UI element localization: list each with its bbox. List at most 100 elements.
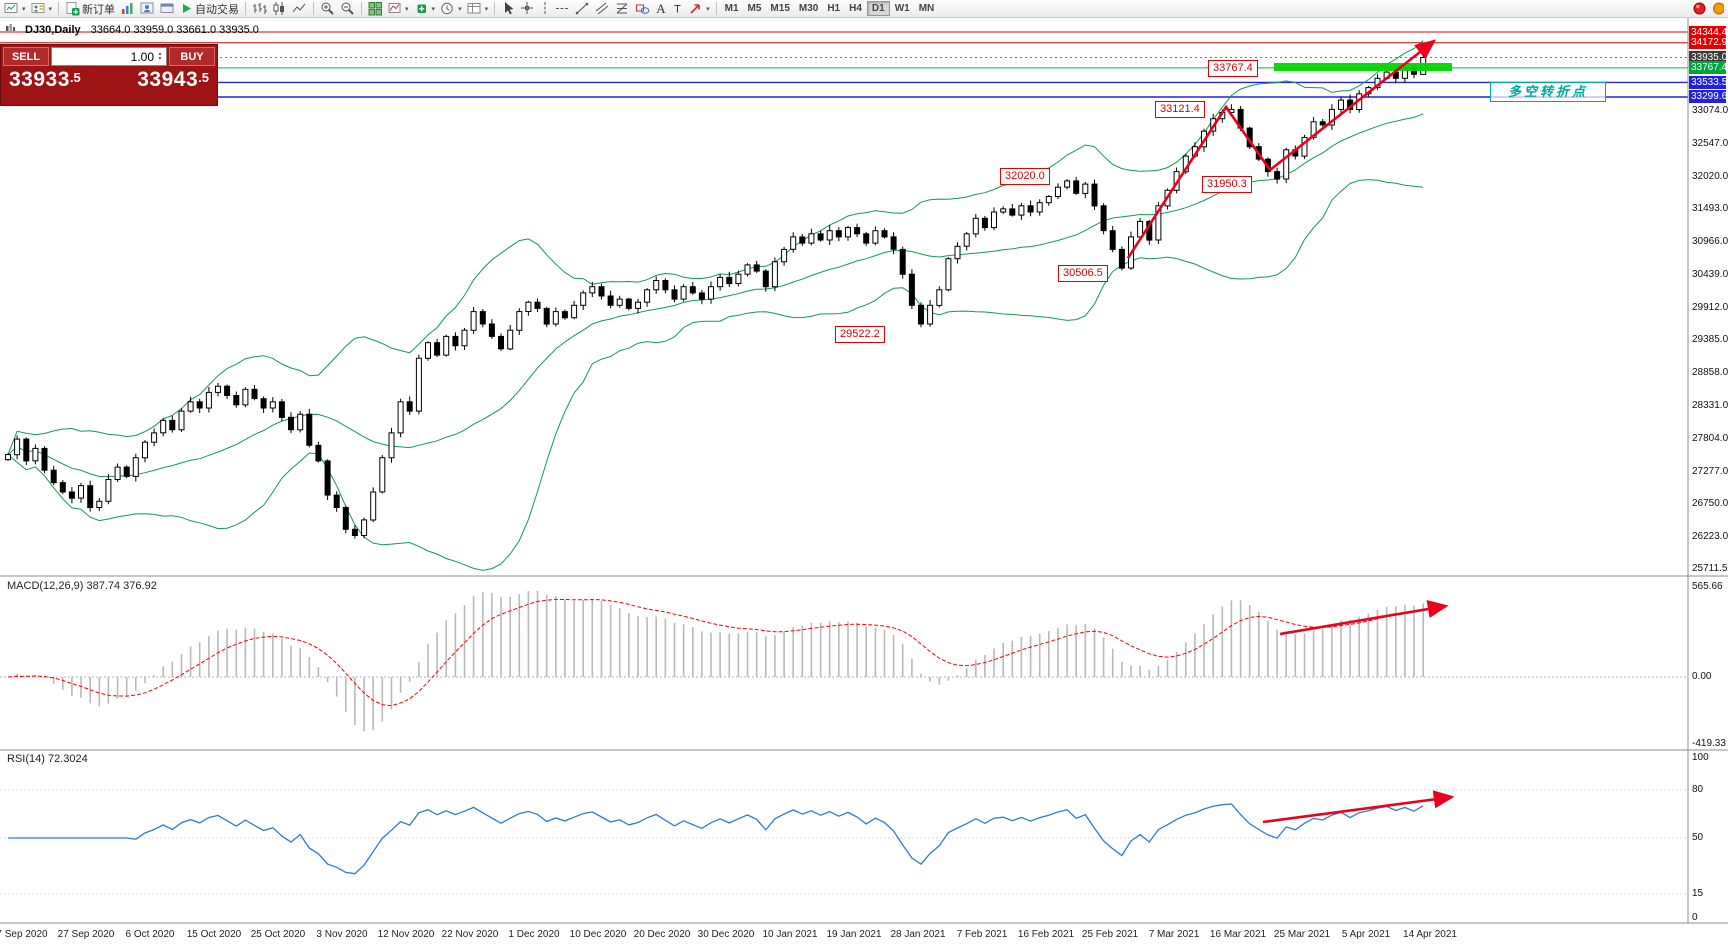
time-axis-label: 3 Nov 2020 xyxy=(316,929,368,940)
clock-icon xyxy=(440,1,455,16)
trend-line-tool-button[interactable] xyxy=(573,1,592,17)
toolbar-separator xyxy=(715,2,717,15)
timeframe-button-m5[interactable]: M5 xyxy=(747,3,762,14)
timeframe-button-m15[interactable]: M15 xyxy=(770,3,790,14)
record-icon xyxy=(1692,1,1707,16)
new-order-button[interactable]: 新订单 xyxy=(63,1,117,17)
candlestick-type-button[interactable] xyxy=(270,1,289,17)
zoom-in-button[interactable] xyxy=(318,1,337,17)
timeframe-button-m30[interactable]: M30 xyxy=(798,3,819,14)
macd-axis-label: 0.00 xyxy=(1692,671,1712,682)
bar-chart-type-button[interactable] xyxy=(250,1,269,17)
stepper-up-icon[interactable]: ▲ xyxy=(157,50,163,57)
terminal-icon xyxy=(160,1,175,16)
price-axis-highlight-label: 34344.4 xyxy=(1689,25,1728,39)
channel-tool-button[interactable] xyxy=(593,1,612,17)
alert-icon xyxy=(1712,1,1724,16)
price-callout: 33121.4 xyxy=(1155,101,1205,118)
shapes-tool-button[interactable] xyxy=(633,1,652,17)
timeframe-button-mn[interactable]: MN xyxy=(918,3,935,14)
price-axis-highlight-label: 33533.5 xyxy=(1689,75,1728,89)
indicators-icon xyxy=(388,1,402,16)
chart-icon xyxy=(6,24,15,36)
timeframe-button-w1[interactable]: W1 xyxy=(894,3,910,14)
terminal-button[interactable] xyxy=(158,1,177,17)
alert-button[interactable] xyxy=(1710,1,1726,17)
timeframe-button-m1[interactable]: M1 xyxy=(724,3,739,14)
templates-button[interactable]: ▾ xyxy=(465,1,491,17)
time-axis-label: 25 Mar 2021 xyxy=(1273,929,1331,940)
price-callout: 33767.4 xyxy=(1208,60,1258,77)
cursor-tool-button[interactable] xyxy=(499,1,517,17)
new-order-label: 新订单 xyxy=(82,3,116,16)
fibonacci-tool-button[interactable] xyxy=(613,1,632,17)
svg-text:A: A xyxy=(656,1,666,16)
zoom-out-button[interactable] xyxy=(338,1,357,17)
price-callout: 30506.5 xyxy=(1058,265,1108,282)
timeframe-button-d1[interactable]: D1 xyxy=(866,1,890,16)
stepper-down-icon[interactable]: ▼ xyxy=(157,55,163,62)
timeframe-button-h1[interactable]: H1 xyxy=(827,3,841,14)
line-chart-type-button[interactable] xyxy=(290,1,309,17)
horizontal-line-tool-button[interactable] xyxy=(553,1,572,17)
sell-button[interactable]: SELL xyxy=(3,47,49,66)
zoom-out-icon xyxy=(340,1,355,16)
timeframe-button-h4[interactable]: H4 xyxy=(849,3,862,14)
one-click-trading-panel: SELL 1.00 ▲ ▼ BUY 33933.5 33943.5 xyxy=(0,44,218,106)
price-axis-label: 29912.0 xyxy=(1692,301,1728,313)
navigator-icon xyxy=(140,1,155,16)
tile-windows-icon xyxy=(368,1,383,16)
price-axis-label: 33074.0 xyxy=(1692,105,1728,117)
crosshair-tool-button[interactable] xyxy=(518,1,537,17)
new-chart-button[interactable]: ▾ xyxy=(2,1,28,17)
arrow-icon xyxy=(688,1,703,16)
arrows-tool-button[interactable]: ▾ xyxy=(686,1,712,17)
time-axis-label: 16 Mar 2021 xyxy=(1209,929,1267,940)
rsi-axis-label: 50 xyxy=(1692,832,1704,843)
profiles-button[interactable]: ▾ xyxy=(29,1,55,17)
volume-input[interactable]: 1.00 ▲ ▼ xyxy=(51,47,167,66)
navigator-button[interactable] xyxy=(138,1,157,17)
new-chart-icon xyxy=(4,1,19,16)
time-axis-label: 16 Feb 2021 xyxy=(1017,929,1075,940)
time-axis-label: 7 Sep 2020 xyxy=(0,929,48,940)
periods-button[interactable]: ▾ xyxy=(438,1,464,17)
new-order-icon xyxy=(65,1,80,16)
price-axis-label: 28331.0 xyxy=(1692,400,1728,412)
text-tool-button[interactable]: A xyxy=(653,1,669,17)
text-icon: A xyxy=(655,1,667,16)
price-axis-highlight-label: 33935.0 xyxy=(1689,50,1728,64)
price-axis-label: 28858.0 xyxy=(1692,367,1728,379)
market-watch-button[interactable] xyxy=(118,1,137,17)
chevron-down-icon: ▾ xyxy=(48,5,53,13)
label-icon: T xyxy=(672,1,683,16)
tile-windows-button[interactable] xyxy=(366,1,385,17)
price-axis-label: 25711.5 xyxy=(1692,562,1728,574)
vertical-line-tool-button[interactable] xyxy=(538,1,552,17)
label-tool-button[interactable]: T xyxy=(670,1,685,17)
record-button[interactable] xyxy=(1690,1,1709,17)
price-axis-label: 30439.0 xyxy=(1692,268,1728,280)
price-axis-highlight-label: 34172.9 xyxy=(1689,36,1728,50)
price-axis-label: 31493.0 xyxy=(1692,203,1728,215)
time-axis-label: 27 Sep 2020 xyxy=(57,929,115,940)
indicators-button[interactable]: ▾ xyxy=(386,1,411,17)
time-axis-label: 20 Dec 2020 xyxy=(633,929,691,940)
auto-trading-button[interactable]: 自动交易 xyxy=(178,1,241,17)
time-axis-label: 22 Nov 2020 xyxy=(441,929,499,940)
macd-axis-label: -419.33 xyxy=(1692,737,1726,749)
add-indicator-button[interactable]: ▾ xyxy=(412,1,438,17)
price-callout: 32020.0 xyxy=(1000,168,1050,185)
horizontal-line-icon xyxy=(555,1,570,16)
price-axis-label: 32020.0 xyxy=(1692,170,1728,182)
trend-line-icon xyxy=(575,1,590,16)
toolbar: ▾ ▾ 新订单 自动交易 ▾ ▾ ▾ ▾ A T ▾ M1 M5 M15 M30 H1 H… xyxy=(0,0,1728,18)
time-axis-label: 19 Jan 2021 xyxy=(826,929,882,940)
note-box: 多空转折点 xyxy=(1490,82,1606,102)
buy-button[interactable]: BUY xyxy=(169,47,215,66)
time-axis-label: 1 Dec 2020 xyxy=(508,929,560,940)
chevron-down-icon: ▾ xyxy=(405,5,409,13)
shapes-icon xyxy=(635,1,650,16)
volume-stepper-icons[interactable]: ▲ ▼ xyxy=(155,48,165,65)
